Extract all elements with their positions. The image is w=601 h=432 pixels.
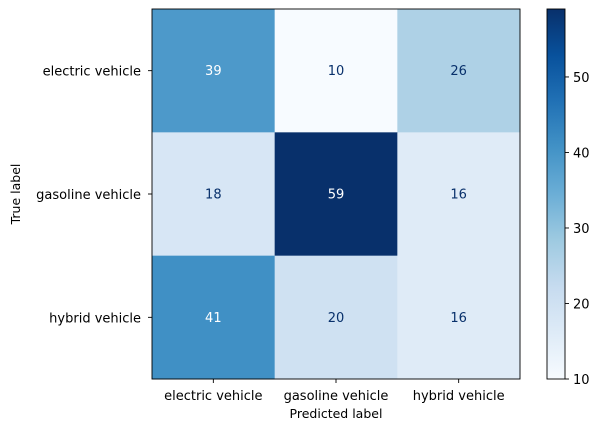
cell-value-labels: 39 10 26 18 59 16 41 20 16 xyxy=(205,64,467,326)
cell-value: 26 xyxy=(450,64,467,79)
heatmap-cell xyxy=(397,9,521,133)
cell-value: 18 xyxy=(205,188,222,203)
cell-value: 39 xyxy=(205,64,222,79)
heatmap-cell xyxy=(152,9,276,133)
y-axis: electric vehicle gasoline vehicle hybrid v… xyxy=(36,65,152,326)
heatmap-cell xyxy=(152,255,276,380)
x-axis-label: Predicted label xyxy=(290,406,383,421)
cell-value: 59 xyxy=(328,188,345,203)
colorbar: 10 20 30 40 50 xyxy=(546,8,590,388)
cell-value: 10 xyxy=(328,64,345,79)
colorbar-gradient xyxy=(547,9,565,379)
cell-value: 20 xyxy=(328,311,345,326)
heatmap-cell xyxy=(274,9,398,133)
colorbar-tick-label: 40 xyxy=(573,146,590,161)
colorbar-ticks: 10 20 30 40 50 xyxy=(565,71,590,388)
heatmap-cell xyxy=(274,255,398,380)
heatmap-cell xyxy=(397,132,521,257)
colorbar-tick-label: 20 xyxy=(573,297,590,312)
y-tick-label: gasoline vehicle xyxy=(36,188,141,203)
y-axis-label: True label xyxy=(8,164,23,226)
cell-value: 41 xyxy=(205,311,222,326)
colorbar-tick-label: 50 xyxy=(573,71,590,86)
x-tick-label: hybrid vehicle xyxy=(413,389,505,404)
heatmap-cell xyxy=(397,255,521,380)
colorbar-frame xyxy=(546,8,566,380)
colorbar-tick-label: 30 xyxy=(573,222,590,237)
x-tick-label: electric vehicle xyxy=(164,389,262,404)
cell-value: 16 xyxy=(450,311,467,326)
x-axis: electric vehicle gasoline vehicle hybrid v… xyxy=(164,379,505,404)
colorbar-tick-label: 10 xyxy=(573,373,590,388)
y-tick-label: hybrid vehicle xyxy=(49,311,141,326)
y-tick-label: electric vehicle xyxy=(43,65,141,80)
heatmap-cell xyxy=(274,132,398,257)
heatmap-cells xyxy=(152,9,521,380)
heatmap-cell xyxy=(152,132,276,257)
cell-value: 16 xyxy=(450,188,467,203)
x-tick-label: gasoline vehicle xyxy=(284,389,389,404)
